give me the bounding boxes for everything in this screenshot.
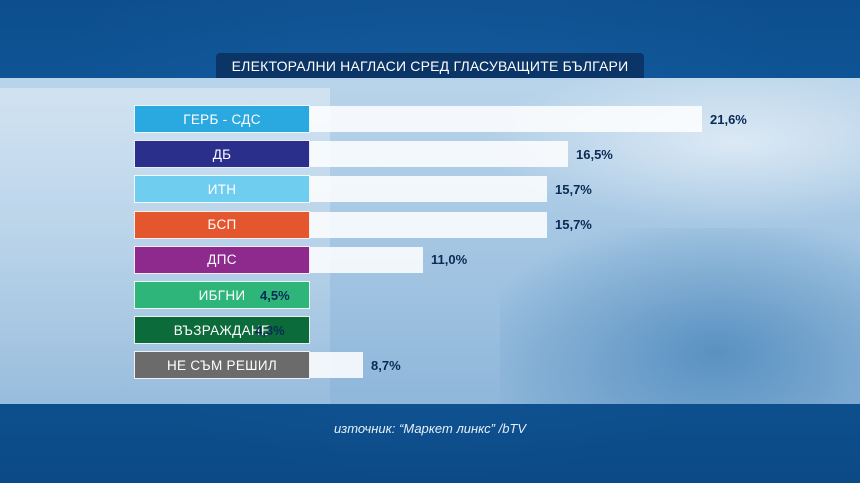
data-label: 15,7% (555, 181, 592, 197)
data-label: 11,0% (431, 252, 468, 268)
chart-title-box: ЕЛЕКТОРАЛНИ НАГЛАСИ СРЕД ГЛАСУВАЩИТЕ БЪЛ… (216, 53, 644, 78)
bar-label: ИБГНИ (134, 281, 310, 309)
bar-label: ИТН (134, 175, 310, 204)
data-label: 8,7% (371, 357, 401, 373)
bar (310, 246, 423, 273)
bar-label: ДБ (134, 140, 310, 169)
bar-label: ДПС (134, 245, 310, 274)
data-label: 4,3% (255, 322, 285, 338)
bar-label: НЕ СЪМ РЕШИЛ (134, 351, 310, 380)
source-note: източник: “Маркет линкс” /bTV (333, 421, 527, 436)
data-label: 16,5% (576, 146, 613, 162)
bar-label: ГЕРБ - СДС (134, 105, 310, 133)
bar (310, 352, 363, 379)
trees-silhouette (500, 228, 860, 404)
bar (310, 211, 547, 238)
bar-label: ВЪЗРАЖДАНЕ (134, 316, 310, 345)
data-label: 15,7% (555, 217, 592, 233)
chart-title: ЕЛЕКТОРАЛНИ НАГЛАСИ СРЕД ГЛАСУВАЩИТЕ БЪЛ… (231, 57, 629, 74)
bar (310, 141, 568, 168)
data-label: 21,6% (710, 111, 747, 127)
bar (310, 176, 547, 203)
bar (310, 106, 702, 132)
bar-label: БСП (134, 210, 310, 239)
data-label: 4,5% (260, 287, 290, 303)
